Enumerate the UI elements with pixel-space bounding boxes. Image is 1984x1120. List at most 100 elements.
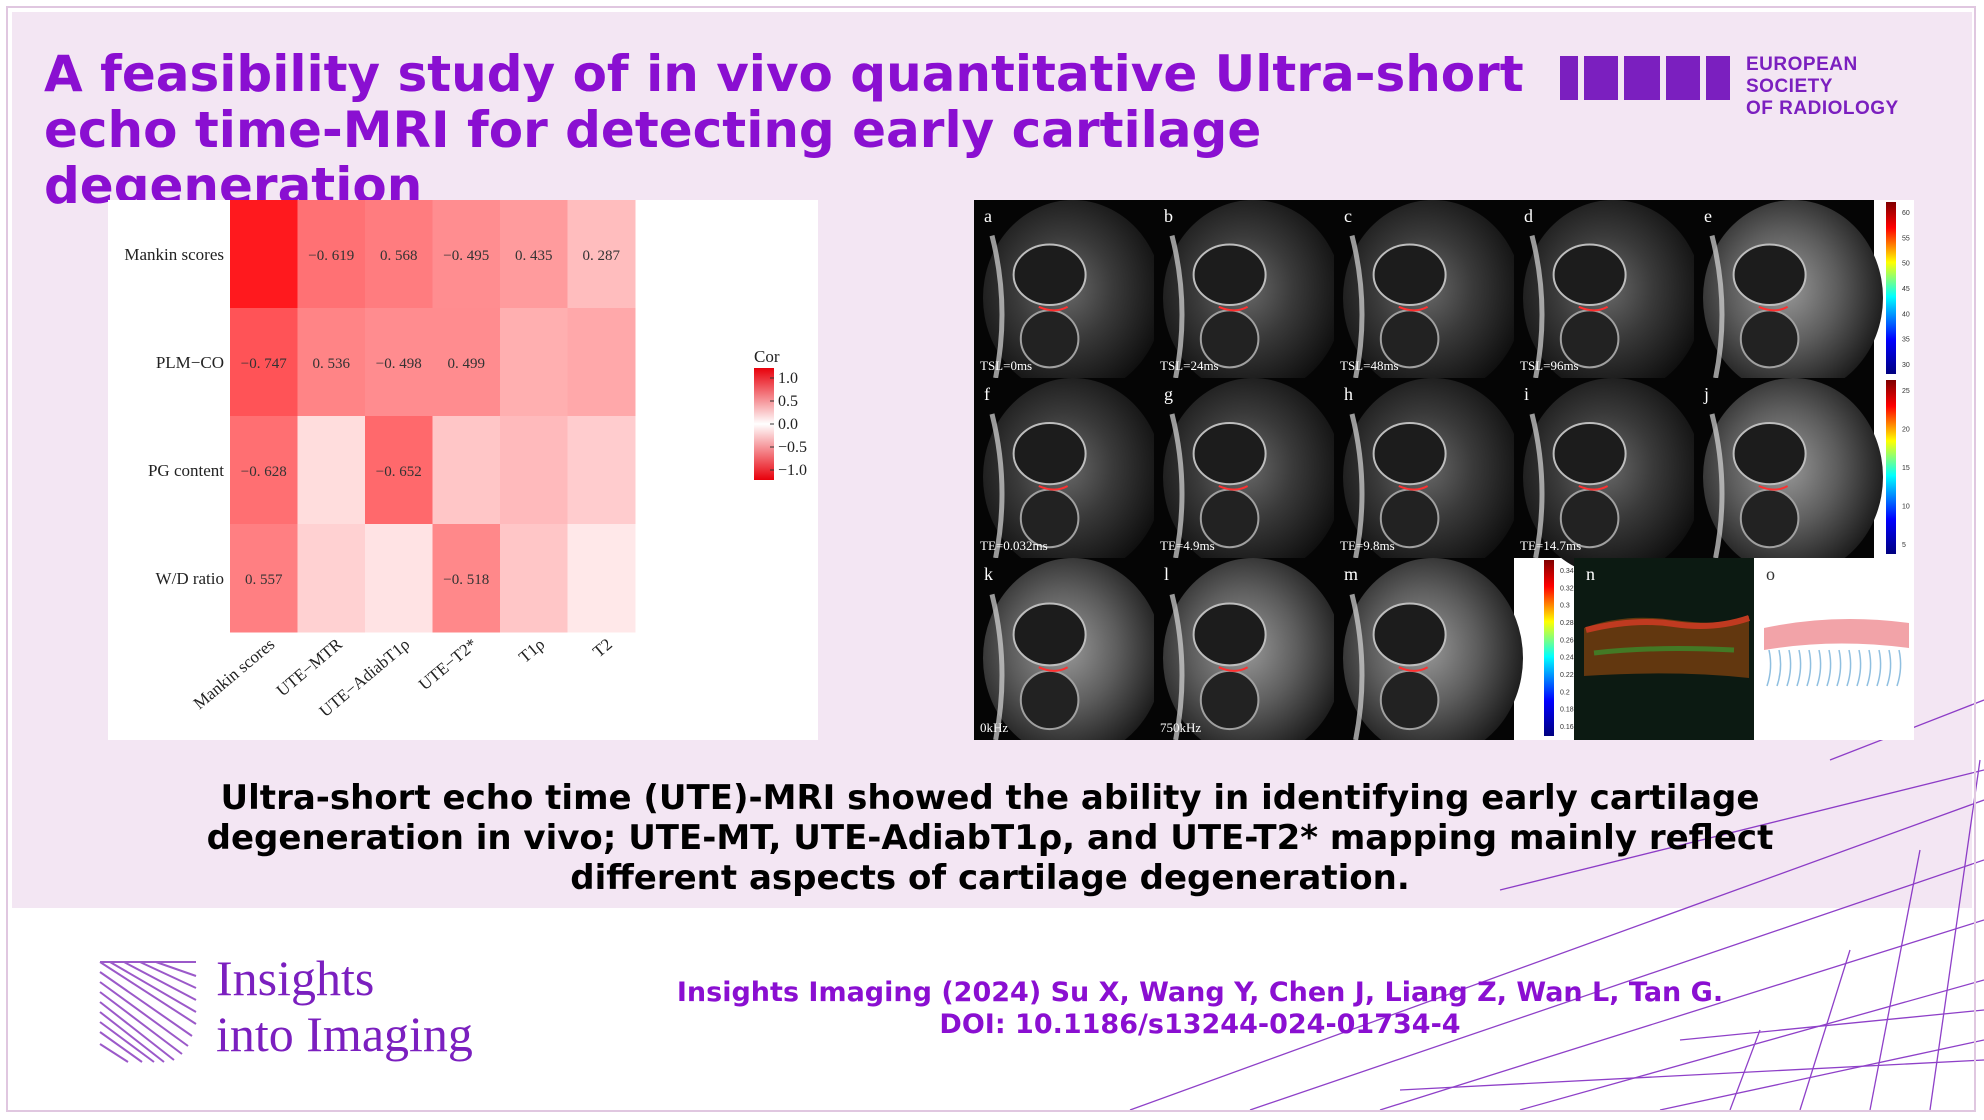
heatmap-cell-label: 0. 287: [583, 248, 621, 264]
heatmap-cell-label: −0. 747: [241, 356, 287, 372]
heatmap-cell: [365, 416, 433, 525]
mri-panel-letter: b: [1164, 206, 1173, 226]
histology-image-o: [1754, 558, 1914, 740]
heatmap-cell-label: 0. 536: [313, 356, 351, 372]
title-line-2: echo time-MRI for detecting early cartil…: [44, 101, 1262, 215]
mri-colorbar: [1886, 202, 1896, 374]
mri-panel-letter: j: [1703, 384, 1709, 404]
heatmap-cell: [365, 200, 433, 309]
mri-colorbar-tick: 55: [1902, 235, 1910, 242]
mri-panel-letter: k: [984, 564, 993, 584]
mri-panel-caption: TE=4.9ms: [1160, 538, 1215, 553]
title-line-1: A feasibility study of in vivo quantitat…: [44, 45, 1524, 103]
mri-colorbar-tick: 20: [1902, 427, 1910, 434]
heatmap-cell: [432, 524, 501, 633]
legend-tick-label: 0.0: [778, 416, 798, 433]
heatmap-cell-label: −0. 495: [443, 248, 489, 264]
legend-tick-label: 1.0: [778, 370, 798, 387]
heatmap-cell: [365, 524, 433, 633]
heatmap-cell: [297, 308, 366, 417]
journal-name-line-2: into Imaging: [216, 1006, 473, 1062]
mri-panel-letter: d: [1524, 206, 1533, 226]
heatmap-cell: [432, 308, 501, 417]
heatmap-cell: [297, 200, 366, 309]
heatmap-cell: [230, 200, 298, 309]
journal-logo-text: Insights into Imaging: [216, 950, 473, 1062]
heatmap-cell-label: −0. 619: [308, 248, 354, 264]
mri-panel-letter: i: [1524, 384, 1529, 404]
mri-colorbar-tick: 60: [1902, 210, 1910, 217]
correlation-heatmap-panel: Mankin scores −0. 619 0. 568 −0. 495 0. 435 0…: [108, 200, 818, 740]
mri-panel-letter: m: [1344, 564, 1358, 584]
mri-colorbar-tick: 0.22: [1560, 672, 1574, 679]
legend-colorbar: [754, 368, 774, 480]
heatmap-column-label: T2: [589, 635, 616, 662]
heatmap-cell: [500, 308, 568, 417]
legend-tick-label: −0.5: [778, 439, 807, 456]
summary-line-3: different aspects of cartilage degenerat…: [570, 858, 1410, 898]
heatmap-row-label: W/D ratio: [156, 569, 224, 588]
mri-colorbar-tick: 5: [1902, 542, 1906, 549]
heatmap-cell: [500, 524, 568, 633]
heatmap-row-label: PLM−CO: [156, 353, 224, 372]
heatmap-cell-label: 0. 568: [380, 248, 418, 264]
heatmap-cell-label: −0. 498: [376, 356, 422, 372]
heatmap-column-label: Mankin scores: [190, 635, 279, 714]
mri-panel-caption: TE=0.032ms: [980, 538, 1048, 553]
mri-colorbar-tick: 25: [1902, 388, 1910, 395]
mri-colorbar-tick: 40: [1902, 311, 1910, 318]
heatmap-cell-label: −0. 652: [376, 464, 422, 480]
heatmap-column-label: T1ρ: [515, 635, 548, 667]
heatmap-cell-label: −0. 628: [241, 464, 287, 480]
mri-panel-letter: o: [1766, 564, 1775, 584]
heatmap-cell: [432, 416, 501, 525]
heatmap-cell-label: 0. 557: [245, 572, 283, 588]
mri-panel-caption: TSL=24ms: [1160, 358, 1219, 373]
mri-colorbar-tick: 0.26: [1560, 637, 1574, 644]
heatmap-cell-label: 0. 435: [515, 248, 553, 264]
heatmap-cell: [567, 200, 636, 309]
heatmap-row-label: Mankin scores: [124, 245, 224, 264]
esr-logo-line-2: OF RADIOLOGY: [1746, 98, 1899, 119]
mri-colorbar-tick: 0.2: [1560, 689, 1570, 696]
mri-panel-caption: TE=9.8ms: [1340, 538, 1395, 553]
mri-panel-letter: e: [1704, 206, 1712, 226]
journal-logo-icon: [99, 961, 197, 1063]
esr-logo-line-1: EUROPEAN SOCIETY: [1746, 54, 1858, 97]
mri-panel-caption: TE=14.7ms: [1520, 538, 1581, 553]
mri-panel-letter: l: [1164, 564, 1169, 584]
mri-panel-letter: f: [984, 384, 990, 404]
mri-colorbar-tick: 0.18: [1560, 707, 1574, 714]
page-title: A feasibility study of in vivo quantitat…: [44, 46, 1604, 214]
mri-colorbar-tick: 30: [1902, 362, 1910, 369]
heatmap-cell: [567, 308, 636, 417]
heatmap-cell: [365, 308, 433, 417]
heatmap-cell: [432, 200, 501, 309]
mri-figure-panel: a TSL=0ms b TSL=24ms c TSL=48ms d TSL=96ms e 60 55…: [974, 200, 1914, 759]
summary-line-2: degeneration in vivo; UTE-MT, UTE-AdiabT…: [206, 818, 1774, 858]
heatmap-row-label: PG content: [148, 461, 224, 480]
mri-panel-letter: g: [1164, 384, 1173, 404]
heatmap-cell: [567, 524, 636, 633]
legend-tick-label: 0.5: [778, 393, 798, 410]
mri-colorbar-tick: 0.28: [1560, 620, 1574, 627]
mri-colorbar-tick: 35: [1902, 337, 1910, 344]
mri-panel-caption: TSL=96ms: [1520, 358, 1579, 373]
mri-colorbar-tick: 10: [1902, 504, 1910, 511]
mri-colorbar-tick: 0.32: [1560, 585, 1574, 592]
journal-name-line-1: Insights: [216, 950, 375, 1006]
legend-tick-label: −1.0: [778, 462, 807, 479]
mri-colorbar-tick: 0.34: [1560, 568, 1574, 575]
summary-line-1: Ultra-short echo time (UTE)-MRI showed t…: [220, 778, 1760, 818]
heatmap-cell: [230, 524, 298, 633]
esr-logo-text: EUROPEAN SOCIETY OF RADIOLOGY: [1746, 54, 1940, 120]
mri-panel-caption: 750kHz: [1160, 720, 1201, 735]
legend-title: Cor: [754, 347, 780, 366]
mri-colorbar-tick: 15: [1902, 465, 1910, 472]
esr-logo: EUROPEAN SOCIETY OF RADIOLOGY: [1560, 54, 1940, 119]
mri-panel-caption: TSL=0ms: [980, 358, 1032, 373]
mri-panel-letter: h: [1344, 384, 1353, 404]
citation-doi[interactable]: DOI: 10.1186/s13244-024-01734-4: [939, 1009, 1461, 1040]
